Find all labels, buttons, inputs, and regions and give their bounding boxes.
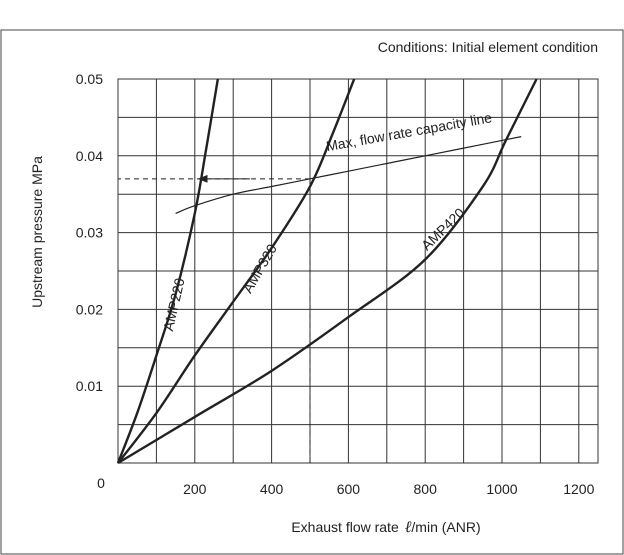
y-tick-label: 0.04 — [76, 148, 103, 164]
x-axis-unit-text: /min (ANR) — [411, 519, 480, 535]
liter-unit-symbol: ℓ — [405, 519, 412, 536]
y-tick-label: 0.01 — [76, 378, 103, 394]
amp220-label: AMP220 — [160, 276, 188, 332]
origin-label: 0 — [97, 475, 105, 491]
x-tick-label: 400 — [260, 481, 284, 497]
amp320-label: AMP320 — [239, 241, 280, 296]
labels: 200 400 600 800 1000 1200 0.01 0.02 0.03 0.04 0.05… — [76, 71, 595, 497]
x-axis-title: Exhaust flow rate ℓ/min (ANR) — [291, 519, 480, 536]
capacity-line — [175, 136, 522, 214]
series-lines — [116, 78, 538, 465]
x-tick-label: 800 — [414, 481, 438, 497]
x-tick-label: 600 — [337, 481, 361, 497]
x-tick-label: 1200 — [563, 481, 594, 497]
amp420-curve — [117, 78, 538, 465]
x-tick-label: 1000 — [486, 481, 517, 497]
plot-frame — [117, 78, 599, 464]
amp320-curve — [117, 78, 356, 464]
amp220-curve — [116, 78, 220, 464]
figure-border — [0, 29, 624, 555]
x-axis-title-text: Exhaust flow rate — [291, 519, 399, 535]
y-axis-title: Upstream pressure MPa — [29, 156, 45, 308]
conditions-note: Conditions: Initial element condition — [378, 39, 598, 55]
grid — [117, 78, 599, 464]
x-tick-label: 200 — [183, 481, 207, 497]
y-tick-label: 0.02 — [76, 301, 103, 317]
y-tick-label: 0.05 — [76, 71, 103, 87]
y-tick-label: 0.03 — [76, 225, 103, 241]
